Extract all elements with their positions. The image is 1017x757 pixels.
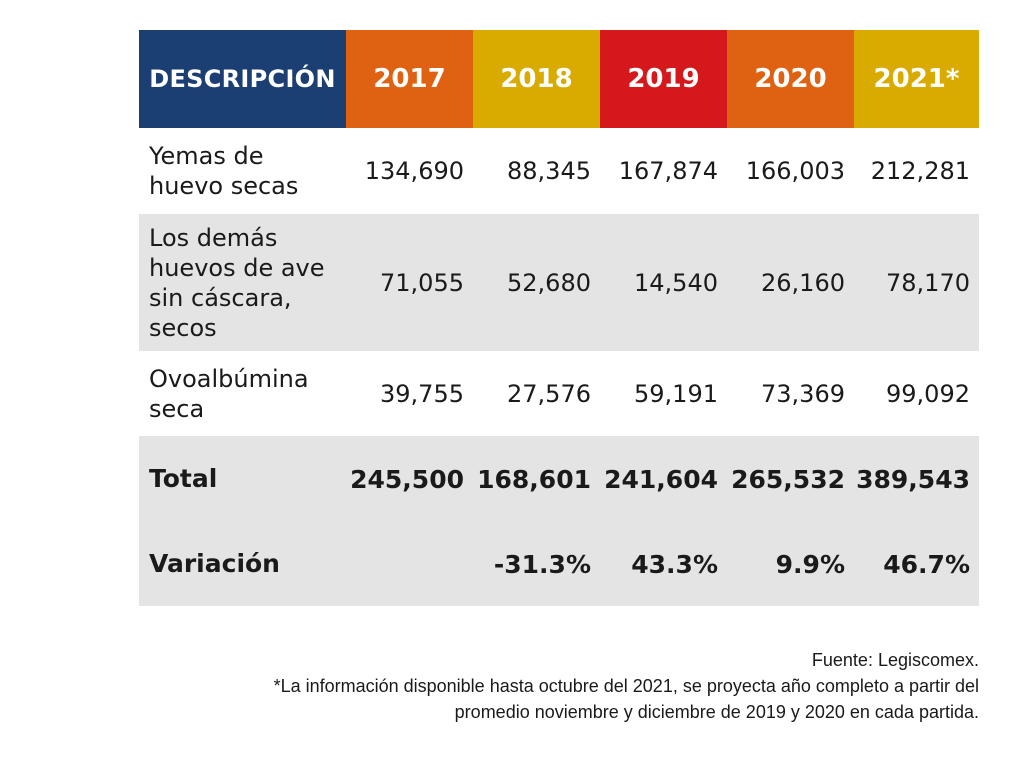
row-value: 167,874 [618,157,718,185]
row-description: Ovoalbúmina seca [149,364,309,423]
row-value: 52,680 [507,268,591,297]
data-table: DESCRIPCIÓN 2017 2018 2019 2020 2021* Ye… [139,30,979,606]
row-value: 39,755 [380,379,464,408]
header-description: DESCRIPCIÓN [139,30,346,128]
header-year-2020: 2020 [727,30,854,128]
header-year-2018: 2018 [473,30,600,128]
table-header: DESCRIPCIÓN 2017 2018 2019 2020 2021* [139,30,979,128]
total-value: 245,500 [350,464,464,494]
row-value: 27,576 [507,379,591,408]
total-label: Total [149,464,218,493]
row-value: 71,055 [380,268,464,297]
footnote: Fuente: Legiscomex. *La información disp… [274,647,979,725]
row-value: 212,281 [870,157,970,185]
variation-value: 9.9% [775,549,845,579]
variation-value [346,522,473,606]
table-row: Los demás huevos de ave sin cáscara, sec… [139,214,979,351]
row-value: 73,369 [761,379,845,408]
row-value: 26,160 [761,268,845,297]
total-row: Total 245,500 168,601 241,604 265,532 38… [139,436,979,522]
row-value: 88,345 [507,157,591,185]
variation-value: -31.3% [493,549,591,579]
row-description: Yemas de huevo secas [149,142,299,200]
header-year-2021: 2021* [854,30,979,128]
variation-value: 46.7% [883,549,970,579]
total-value: 265,532 [731,464,845,494]
row-value: 59,191 [634,379,718,408]
variation-label: Variación [149,549,280,578]
total-value: 241,604 [604,464,718,494]
row-value: 14,540 [634,268,718,297]
row-value: 78,170 [886,268,970,297]
row-value: 99,092 [886,379,970,408]
table-row: Yemas de huevo secas 134,690 88,345 167,… [139,128,979,214]
row-value: 134,690 [364,157,464,185]
header-year-2019: 2019 [600,30,727,128]
header-year-2017: 2017 [346,30,473,128]
projection-note-line-2: promedio noviembre y diciembre de 2019 y… [454,702,979,722]
projection-note-line-1: *La información disponible hasta octubre… [273,676,979,696]
variation-row: Variación -31.3% 43.3% 9.9% 46.7% [139,522,979,606]
table-row: Ovoalbúmina seca 39,755 27,576 59,191 73… [139,351,979,436]
row-value: 166,003 [745,157,845,185]
total-value: 168,601 [477,464,591,494]
total-value: 389,543 [856,464,970,494]
variation-value: 43.3% [631,549,718,579]
row-description: Los demás huevos de ave sin cáscara, sec… [149,223,325,342]
source-note: Fuente: Legiscomex. [811,650,979,670]
